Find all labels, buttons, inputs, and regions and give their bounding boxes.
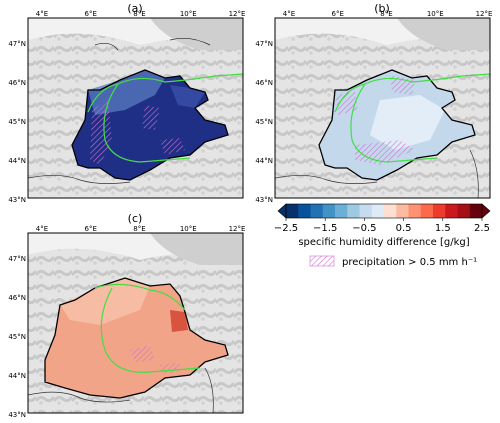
lat-tick-c: 44°N (8, 372, 26, 380)
colorbar-cell (322, 204, 336, 218)
lon-tick-b: 10°E (427, 10, 444, 18)
lon-tick-c: 8°E (133, 225, 145, 233)
colorbar-tick-label: −2.5 (274, 223, 298, 234)
lat-tick-a: 47°N (8, 40, 26, 48)
lat-tick-c: 43°N (8, 411, 26, 419)
colorbar-cell (298, 204, 311, 218)
axis-ticks: 4°E 6°E 8°E 10°E 12°E 47°N 46°N 45°N 44°N 43°N 4°E… (8, 10, 492, 419)
panel-c: (c) (27, 212, 244, 414)
lon-tick-c: 10°E (180, 225, 197, 233)
lon-tick-a: 6°E (85, 10, 97, 18)
lat-tick-a: 43°N (8, 196, 26, 204)
lat-tick-a: 46°N (8, 79, 26, 87)
colorbar-ticks: −2.5 −1.5 −0.5 0.5 1.5 2.5 (274, 218, 490, 234)
border-line-b (334, 73, 490, 163)
colorbar-tick-label: −0.5 (352, 223, 376, 234)
colorbar-cell (371, 204, 385, 218)
legend-hatch-swatch (309, 255, 335, 267)
panel-b-label: (b) (374, 2, 390, 15)
lon-tick-b: 12°E (476, 10, 493, 18)
lon-tick-a: 12°E (229, 10, 246, 18)
lon-tick-b: 6°E (332, 10, 344, 18)
lat-tick-b: 46°N (255, 79, 273, 87)
colorbar-cell (384, 204, 397, 218)
lon-tick-c: 12°E (229, 225, 246, 233)
colorbar-label: specific humidity difference [g/kg] (298, 237, 469, 248)
colorbar-cell (445, 204, 458, 218)
lat-tick-c: 46°N (8, 294, 26, 302)
colorbar-arrow-right (481, 203, 491, 219)
colorbar-cell (286, 204, 299, 218)
lon-tick-a: 10°E (180, 10, 197, 18)
lat-tick-c: 47°N (8, 255, 26, 263)
legend-hatch-label: precipitation > 0.5 mm h⁻¹ (342, 257, 477, 268)
colorbar: −2.5 −1.5 −0.5 0.5 1.5 2.5 specific humidity … (274, 203, 491, 248)
colorbar-tick-label: 0.5 (396, 223, 412, 234)
lon-tick-b: 8°E (380, 10, 392, 18)
domain-outline-c (44, 277, 229, 399)
lat-tick-a: 44°N (8, 157, 26, 165)
colorbar-cell (408, 204, 422, 218)
lat-tick-b: 43°N (255, 196, 273, 204)
lon-tick-a: 8°E (133, 10, 145, 18)
border-line-a (87, 73, 243, 163)
colorbar-cell (347, 204, 360, 218)
panel-a-label: (a) (127, 2, 142, 15)
colorbar-tick-label: 1.5 (435, 223, 451, 234)
colorbar-cell (420, 204, 434, 218)
colorbar-cell (457, 204, 471, 218)
lat-tick-c: 45°N (8, 333, 26, 341)
lon-tick-b: 4°E (283, 10, 295, 18)
colorbar-cell (396, 204, 409, 218)
colorbar-cell (310, 204, 324, 218)
lon-tick-c: 4°E (36, 225, 48, 233)
border-line-c (94, 283, 201, 373)
lat-tick-b: 45°N (255, 118, 273, 126)
panel-b: (b) (274, 2, 491, 199)
lat-tick-b: 44°N (255, 157, 273, 165)
lat-tick-a: 45°N (8, 118, 26, 126)
domain-outline-b (318, 69, 476, 181)
panel-c-label: (c) (128, 212, 143, 225)
lon-tick-a: 4°E (36, 10, 48, 18)
domain-outline-a (71, 69, 229, 181)
colorbar-tick-label: −1.5 (313, 223, 337, 234)
colorbar-cells (286, 204, 483, 218)
colorbar-cell (359, 204, 373, 218)
colorbar-cell (469, 204, 483, 218)
lat-tick-b: 47°N (255, 40, 273, 48)
colorbar-cell (433, 204, 446, 218)
colorbar-arrow-left (277, 203, 287, 219)
colorbar-cell (335, 204, 348, 218)
panel-a: (a) (27, 2, 244, 199)
legend: precipitation > 0.5 mm h⁻¹ (309, 255, 477, 268)
lon-tick-c: 6°E (85, 225, 97, 233)
colorbar-tick-label: 2.5 (474, 223, 490, 234)
